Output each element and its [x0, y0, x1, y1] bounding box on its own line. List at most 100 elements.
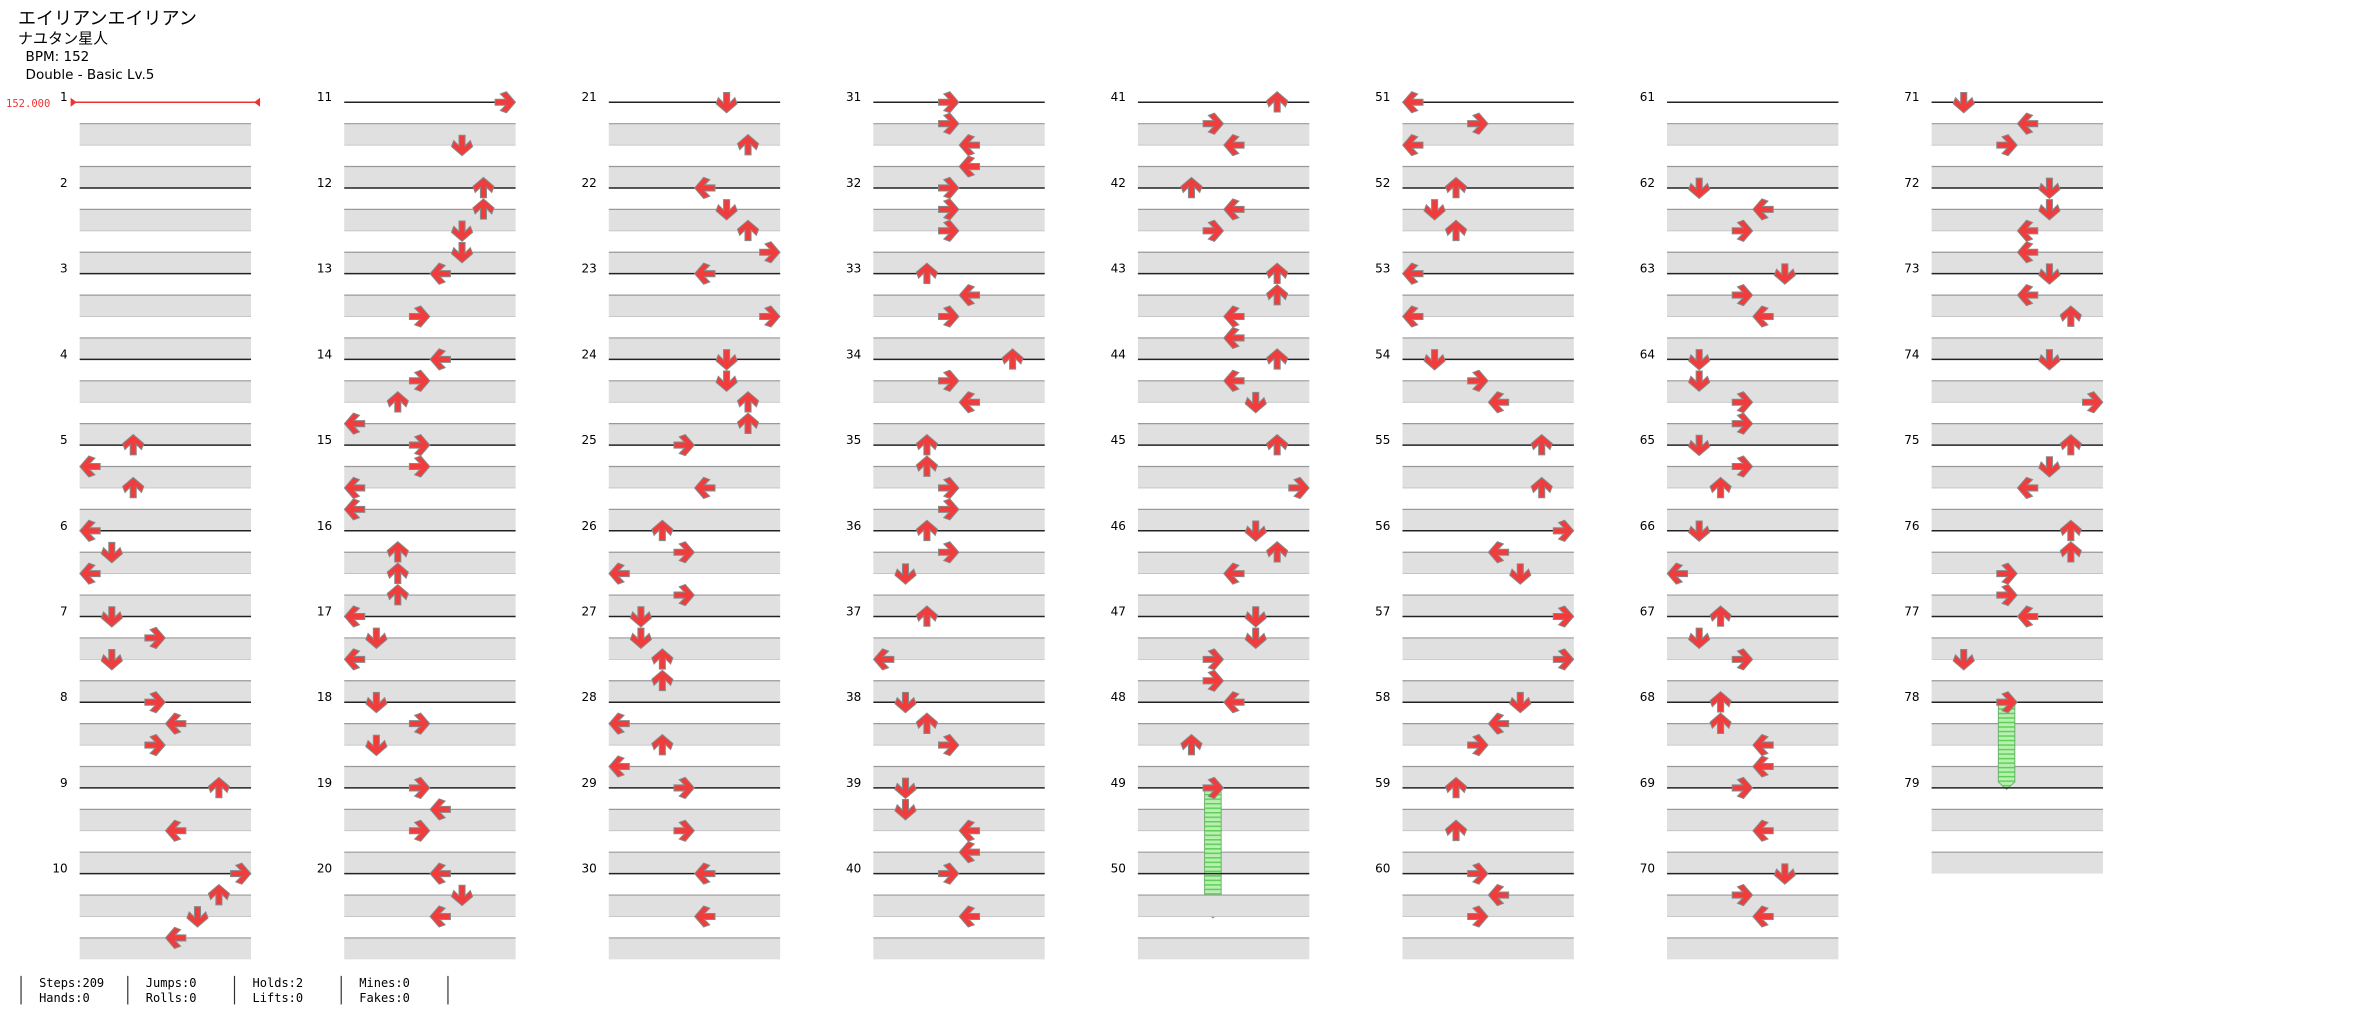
arrow-note [715, 370, 738, 393]
arrow-note [608, 712, 630, 735]
arrow-note [230, 862, 252, 885]
beat-band [608, 466, 781, 488]
arrow-note [164, 712, 187, 735]
beat-band [608, 380, 781, 403]
measure-number: 16 [317, 519, 332, 533]
measure-number: 43 [1111, 262, 1126, 276]
arrow-note [1530, 433, 1553, 456]
arrow-note [429, 862, 451, 885]
arrow-note [938, 733, 960, 757]
measure-number: 50 [1111, 862, 1126, 876]
beat-band [873, 466, 1045, 488]
beat-band [1402, 723, 1574, 746]
beat-band [79, 123, 252, 146]
arrow-note [1266, 433, 1289, 456]
beat-band [79, 595, 252, 617]
measure-number: 36 [846, 519, 861, 533]
arrow-note [1202, 776, 1225, 800]
measure-number: 17 [317, 604, 332, 618]
beat-band [608, 252, 781, 274]
beat-band [1667, 723, 1839, 746]
arrow-note [1444, 819, 1468, 842]
beat-band [344, 337, 516, 360]
beat-band [873, 209, 1045, 231]
arrow-note [1752, 198, 1774, 221]
measure-number: 20 [317, 862, 332, 876]
beat-band [1137, 509, 1310, 531]
arrow-note [1467, 112, 1489, 135]
arrow-note [1223, 691, 1245, 714]
arrow-note [2059, 305, 2082, 327]
beat-band [79, 380, 252, 403]
arrow-note [2059, 541, 2082, 563]
arrow-note [1423, 349, 1446, 371]
arrow-note [1467, 369, 1489, 392]
beat-band [79, 337, 252, 360]
measure-number: 56 [1375, 519, 1390, 533]
measure-number: 51 [1375, 90, 1390, 104]
arrow-note [1401, 133, 1424, 157]
measure-number: 74 [1904, 347, 1919, 361]
arrow-note [1996, 562, 2018, 585]
beat-band [344, 723, 516, 746]
beat-band [344, 680, 516, 703]
stat: Jumps:0 [146, 976, 197, 990]
arrow-note [100, 541, 123, 564]
beat-band [1137, 809, 1310, 831]
arrow-note [408, 305, 431, 328]
arrow-note [1530, 476, 1553, 499]
measure-number: 52 [1375, 176, 1390, 190]
measure-number: 53 [1375, 262, 1390, 276]
arrow-note [1223, 133, 1245, 157]
beat-band [1402, 895, 1574, 917]
beat-band [344, 637, 516, 660]
arrow-note [1223, 198, 1245, 221]
arrow-note [1487, 883, 1510, 907]
beat-band [344, 466, 516, 488]
arrow-note [915, 262, 939, 284]
measure-number: 60 [1375, 862, 1390, 876]
arrow-note [736, 412, 760, 434]
beat-band [1931, 509, 2103, 531]
arrow-note [1001, 348, 1024, 370]
measure-number: 58 [1375, 690, 1390, 704]
arrow-note [1752, 905, 1774, 928]
arrow-note [1952, 91, 1975, 114]
beat-band [1402, 637, 1574, 660]
beat-band [1402, 937, 1574, 960]
arrow-note [2016, 605, 2039, 628]
beat-band [608, 166, 781, 188]
measure-number: 57 [1375, 604, 1390, 618]
beat-band [1931, 295, 2103, 317]
measure-number: 3 [60, 262, 68, 276]
measure-number: 29 [581, 776, 596, 790]
bpm-marker: 152.000 [6, 98, 50, 110]
arrow-note [1487, 391, 1510, 414]
arrow-note [958, 391, 981, 414]
arrow-note [1244, 391, 1267, 414]
difficulty: Double - Basic Lv.5 [26, 67, 155, 83]
beat-band [873, 595, 1045, 617]
arrow-note [894, 563, 917, 585]
arrow-note [408, 712, 431, 735]
beat-band [344, 209, 516, 231]
arrow-note [1709, 712, 1732, 734]
beat-band [1402, 123, 1574, 146]
arrow-note [1688, 370, 1711, 393]
arrow-note [915, 605, 939, 627]
beat-band [79, 295, 252, 317]
arrow-note [1731, 219, 1754, 242]
arrow-note [1773, 263, 1796, 285]
arrow-note [343, 412, 366, 435]
arrow-note [958, 155, 981, 178]
beat-band [1667, 166, 1839, 188]
measure-number: 68 [1640, 690, 1655, 704]
arrow-note [2016, 219, 2039, 242]
beat-band [1667, 895, 1839, 917]
measure-number: 22 [581, 176, 596, 190]
beat-band [344, 509, 516, 531]
beat-band [1931, 423, 2103, 446]
arrow-note [1467, 862, 1489, 885]
measure-number: 69 [1640, 776, 1655, 790]
